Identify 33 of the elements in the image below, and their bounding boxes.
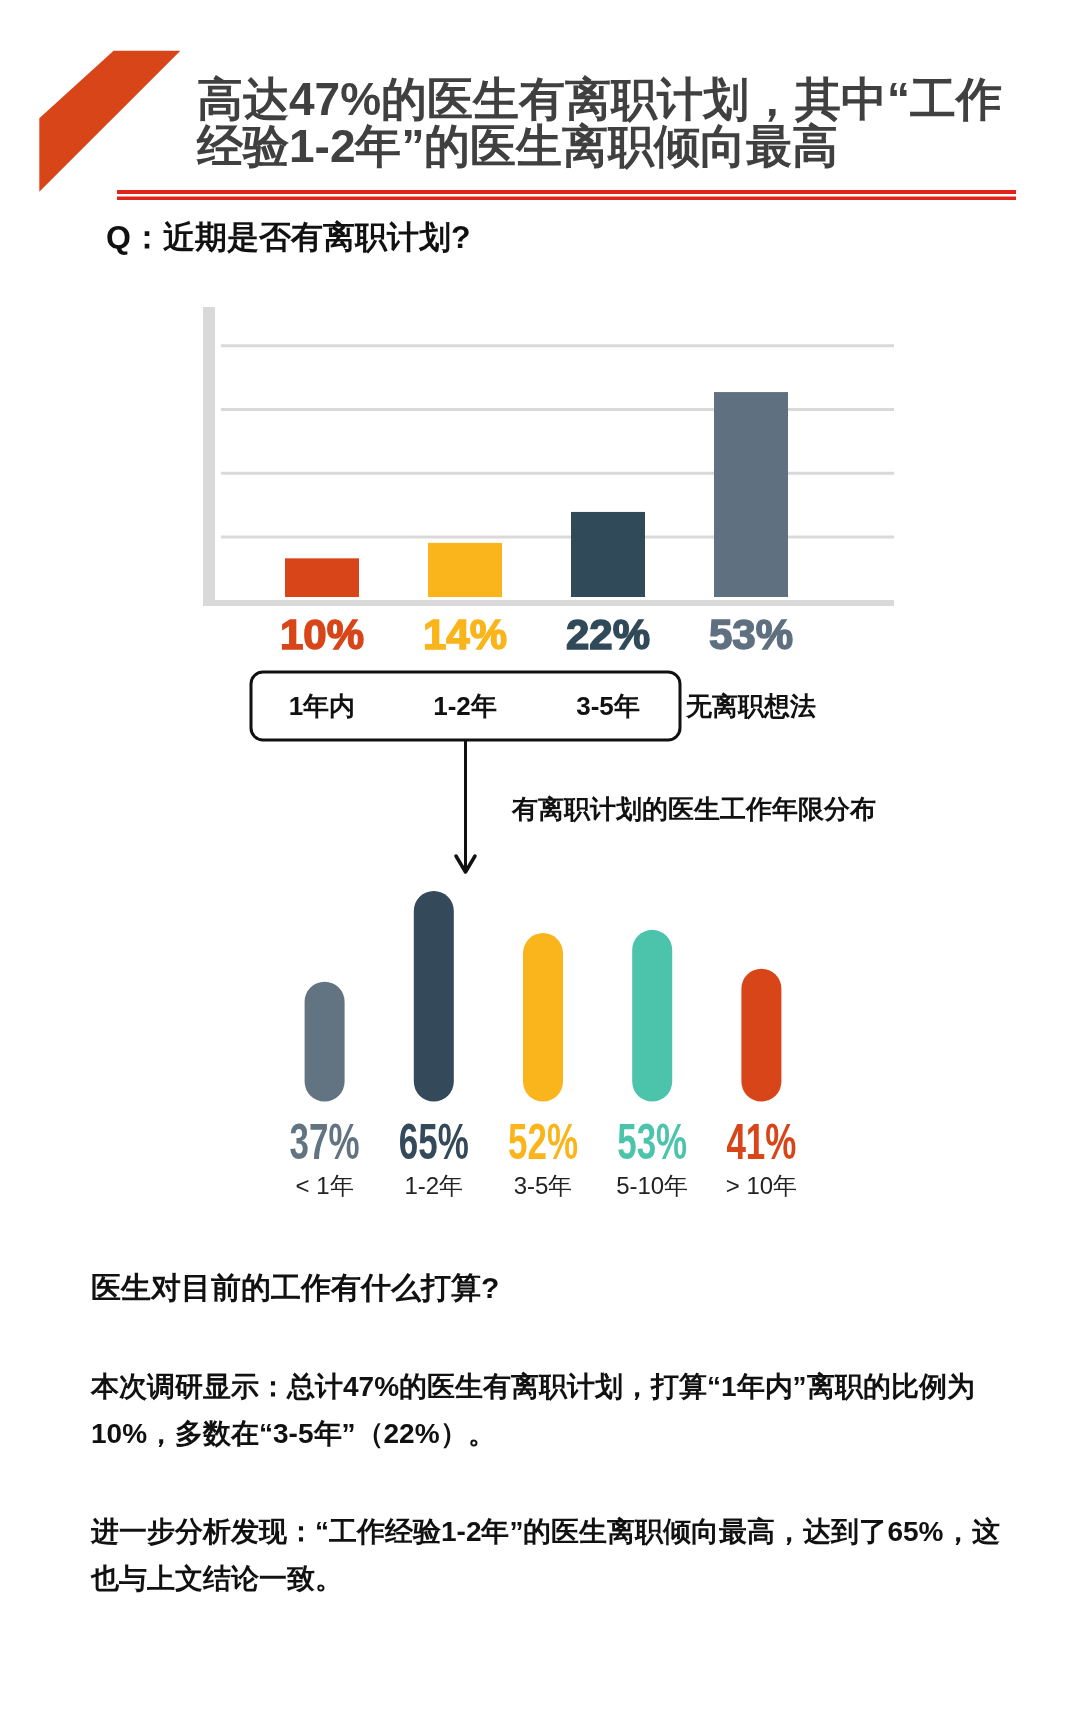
chart-subtitle: Q：近期是否有离职计划? bbox=[106, 219, 471, 255]
bar bbox=[304, 981, 345, 1102]
data-label: 37% bbox=[289, 1113, 360, 1170]
bar bbox=[741, 968, 782, 1102]
data-label: 22% bbox=[565, 611, 651, 658]
bar bbox=[571, 511, 645, 597]
data-label: 10% bbox=[279, 611, 365, 658]
bar bbox=[632, 929, 673, 1102]
bar bbox=[714, 392, 788, 597]
x-tick-label: 3-5年 bbox=[576, 691, 640, 721]
bar bbox=[285, 558, 359, 597]
text: 进一步分析发现：“工作经验1-2年”的医生离职倾向最高，达到了65%，这也与上文结论一致。 bbox=[90, 1516, 1000, 1594]
text: 医生对目前的工作有什么打算? bbox=[91, 1271, 500, 1304]
data-label: 52% bbox=[507, 1113, 579, 1170]
chart-title: 有离职计划的医生工作年限分布 bbox=[511, 794, 876, 824]
x-tick-label: > 10年 bbox=[725, 1172, 798, 1199]
chart-title: 高达47%的医生有离职计划，其中“工作经验1-2年”的医生离职倾向最高 bbox=[196, 73, 1003, 172]
x-tick-label: 无离职想法 bbox=[685, 691, 816, 721]
x-tick-label: < 1年 bbox=[295, 1172, 354, 1199]
data-label: 14% bbox=[422, 611, 508, 658]
x-tick-label: 1-2年 bbox=[404, 1172, 464, 1199]
data-label: 65% bbox=[398, 1113, 469, 1170]
x-tick-label: 1年内 bbox=[288, 691, 356, 721]
data-label: 53% bbox=[617, 1113, 688, 1170]
data-label: 41% bbox=[726, 1113, 797, 1170]
bar bbox=[413, 891, 454, 1102]
x-tick-label: 3-5年 bbox=[513, 1172, 573, 1199]
bar bbox=[428, 542, 502, 597]
x-tick-label: 1-2年 bbox=[433, 691, 497, 721]
x-tick-label: 5-10年 bbox=[616, 1172, 689, 1199]
bar bbox=[523, 933, 563, 1102]
text: 本次调研显示：总计47%的医生有离职计划，打算“1年内”离职的比例为10%，多数在“3-5年”（22%）。 bbox=[90, 1371, 975, 1449]
data-label: 53% bbox=[708, 611, 794, 658]
